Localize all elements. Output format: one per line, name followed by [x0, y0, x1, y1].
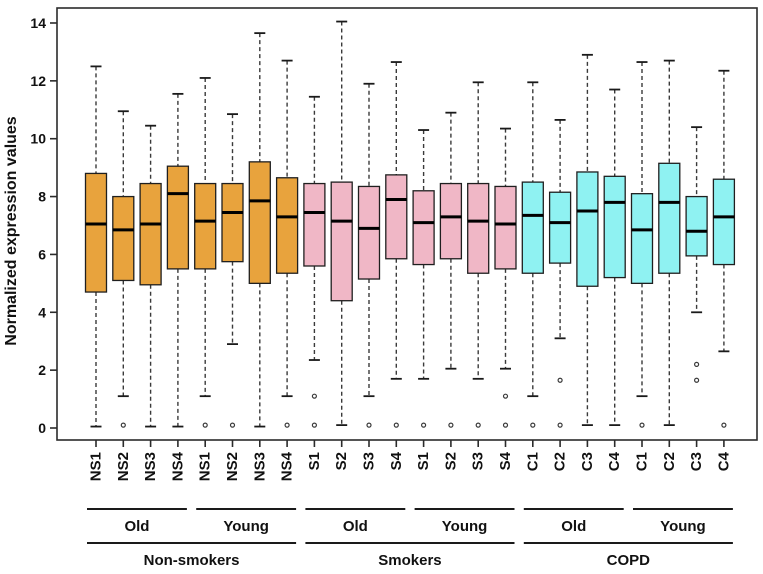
cohort-label: COPD: [607, 552, 651, 569]
x-axis-tick-label: S2: [442, 452, 459, 470]
y-axis-tick-label: 4: [38, 304, 46, 320]
box-smokers-old-s4-iqr: [385, 174, 408, 260]
x-axis-tick-label: C4: [715, 451, 732, 471]
box-nonsmokers-old-ns2-iqr: [112, 195, 135, 282]
age-group-label: Young: [660, 518, 706, 535]
x-axis-tick-label: NS3: [142, 452, 159, 481]
x-axis-tick-label: S3: [361, 452, 378, 470]
cohort-label: Non-smokers: [144, 552, 240, 569]
plot-frame: [56, 7, 758, 441]
box-nonsmokers-young-ns4-outlier: [284, 422, 290, 428]
x-axis-tick-label: S3: [470, 452, 487, 470]
box-copd-old-c2-outlier: [557, 377, 563, 383]
box-smokers-old-s3-outlier: [366, 422, 372, 428]
y-axis-tick-label: 6: [38, 246, 46, 262]
y-axis-tick-label: 8: [38, 189, 46, 205]
box-smokers-old-s2-iqr: [330, 181, 353, 302]
x-axis-tick-label: NS2: [224, 452, 241, 481]
x-axis-tick-label: S1: [306, 452, 323, 470]
age-group-label: Old: [124, 518, 149, 535]
age-group-label: Young: [223, 518, 269, 535]
box-smokers-young-s3-outlier: [475, 422, 481, 428]
x-axis-tick-label: NS1: [88, 452, 105, 481]
x-axis-tick-label: S4: [497, 451, 514, 470]
box-smokers-young-s2-iqr: [439, 182, 463, 260]
box-copd-young-c3-outlier: [693, 377, 700, 383]
box-nonsmokers-old-ns1-iqr: [84, 172, 108, 293]
x-axis-tick-label: C1: [634, 452, 651, 471]
x-axis-tick-label: NS4: [279, 451, 296, 481]
cohort-label: Smokers: [378, 552, 441, 569]
y-axis-tick-label: 2: [38, 362, 46, 378]
age-group-label: Old: [343, 518, 368, 535]
box-copd-old-c1-iqr: [521, 181, 544, 274]
box-nonsmokers-young-ns1-outlier: [202, 422, 208, 428]
box-nonsmokers-young-ns4-iqr: [275, 177, 299, 274]
box-nonsmokers-old-ns2-outlier: [120, 422, 126, 428]
box-smokers-young-s1-iqr: [412, 190, 435, 266]
box-copd-old-c3-iqr: [576, 171, 599, 287]
y-axis-tick-label: 0: [38, 420, 46, 436]
box-copd-young-c4-outlier: [721, 422, 727, 428]
x-axis-tick-label: NS4: [169, 451, 186, 481]
box-smokers-old-s4-outlier: [393, 422, 399, 428]
box-copd-old-c1-outlier: [530, 422, 536, 428]
box-smokers-old-s1-outlier: [311, 422, 317, 428]
age-group-label: Young: [442, 518, 488, 535]
plot-area: 0 2 4 6 8 10 12 14 NS1 NS2 NS3 NS4 NS1 NS2 NS3 NS4 S1 S2 S…: [30, 7, 758, 569]
box-copd-young-c1-iqr: [630, 193, 654, 285]
box-copd-young-c4-iqr: [712, 178, 736, 266]
box-nonsmokers-young-ns3-iqr: [248, 161, 271, 285]
box-copd-old-c4-iqr: [603, 175, 626, 279]
box-smokers-old-s3-iqr: [357, 185, 381, 280]
box-nonsmokers-young-ns2-iqr: [221, 182, 244, 263]
box-copd-young-c3-outlier: [693, 361, 700, 367]
box-smokers-young-s2-outlier: [448, 422, 454, 428]
box-copd-young-c3-iqr: [685, 195, 708, 257]
y-axis-title: Normalized expression values: [3, 116, 20, 346]
x-axis-tick-label: C4: [606, 451, 623, 471]
box-nonsmokers-young-ns1-iqr: [194, 182, 217, 270]
x-axis-tick-label: C3: [579, 452, 596, 471]
x-axis-tick-label: S2: [333, 452, 350, 470]
y-axis-tick-label: 12: [30, 73, 46, 89]
x-axis-tick-label: NS1: [197, 452, 214, 481]
x-axis-tick-label: C1: [524, 452, 541, 471]
x-axis-tick-label: NS3: [251, 452, 268, 481]
box-smokers-young-s4-outlier: [502, 393, 509, 399]
x-axis-tick-label: C2: [552, 452, 569, 471]
box-smokers-young-s4-outlier: [502, 422, 509, 428]
y-axis-tick-label: 14: [30, 15, 46, 31]
x-axis-tick-label: NS2: [115, 452, 132, 481]
box-smokers-old-s1-outlier: [311, 393, 317, 399]
box-smokers-young-s1-outlier: [421, 422, 427, 428]
age-group-label: Old: [561, 518, 586, 535]
box-copd-young-c1-outlier: [639, 422, 645, 428]
box-copd-young-c2-iqr: [658, 162, 681, 274]
box-copd-old-c2-iqr: [548, 191, 572, 264]
box-smokers-young-s4-iqr: [494, 185, 517, 270]
x-axis-tick-label: C3: [688, 452, 705, 471]
box-nonsmokers-old-ns4-iqr: [166, 165, 190, 270]
box-nonsmokers-old-ns3-iqr: [139, 182, 162, 286]
box-nonsmokers-young-ns2-outlier: [229, 422, 236, 428]
x-axis-tick-label: C2: [661, 452, 678, 471]
x-axis-tick-label: S4: [388, 451, 405, 470]
box-smokers-old-s1-iqr: [303, 182, 326, 267]
x-axis-tick-label: S1: [415, 452, 432, 470]
box-smokers-young-s3-iqr: [467, 182, 490, 274]
y-axis-tick-label: 10: [30, 131, 46, 147]
box-copd-old-c2-outlier: [557, 422, 563, 428]
